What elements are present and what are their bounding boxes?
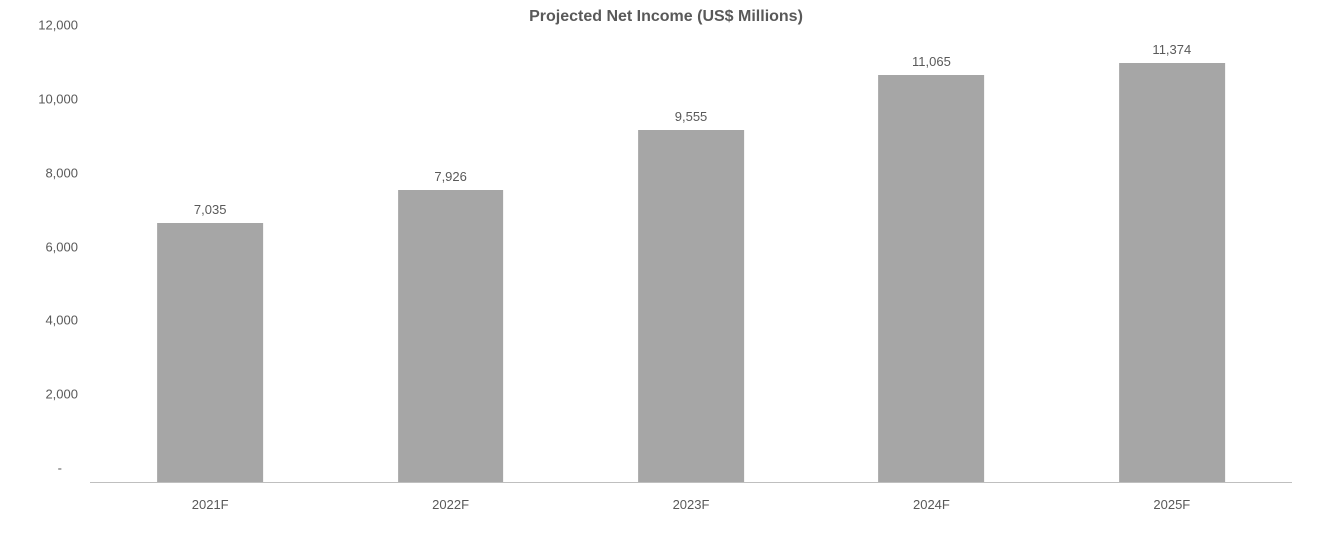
y-axis: -2,0004,0006,0008,00010,00012,000: [0, 40, 90, 483]
net-income-chart: Projected Net Income (US$ Millions) - 2,0…: [0, 0, 1332, 533]
data-label: 7,035: [194, 202, 227, 217]
data-label: 11,065: [912, 54, 951, 69]
x-category-label: 2025F: [1052, 483, 1292, 533]
bar-slot: 9,555: [571, 40, 811, 483]
x-category-label: 2021F: [90, 483, 330, 533]
x-category-label: 2024F: [811, 483, 1051, 533]
chart-title: Projected Net Income (US$ Millions): [0, 8, 1332, 26]
y-tick: 12,000: [38, 18, 78, 33]
y-tick: 10,000: [38, 91, 78, 106]
y-tick: 2,000: [45, 387, 78, 402]
x-category-label: 2022F: [330, 483, 570, 533]
y-tick: 8,000: [45, 165, 78, 180]
x-axis: 2021F2022F2023F2024F2025F: [90, 483, 1292, 533]
data-label: 9,555: [675, 109, 708, 124]
bar: [879, 75, 985, 483]
bar: [638, 130, 744, 483]
data-label: 7,926: [434, 169, 467, 184]
bar: [398, 190, 504, 483]
bar-slot: 7,035: [90, 40, 330, 483]
bar-slot: 11,374: [1052, 40, 1292, 483]
y-tick: -: [58, 461, 62, 476]
plot-area: 7,035 7,926 9,555 11,065 11,374: [90, 40, 1292, 483]
bar-slot: 11,065: [811, 40, 1051, 483]
bar: [1119, 63, 1225, 483]
y-tick: 6,000: [45, 239, 78, 254]
data-label: 11,374: [1152, 42, 1191, 57]
x-category-label: 2023F: [571, 483, 811, 533]
bars-group: 7,035 7,926 9,555 11,065 11,374: [90, 40, 1292, 483]
bar: [157, 223, 263, 483]
y-tick: 4,000: [45, 313, 78, 328]
bar-slot: 7,926: [330, 40, 570, 483]
